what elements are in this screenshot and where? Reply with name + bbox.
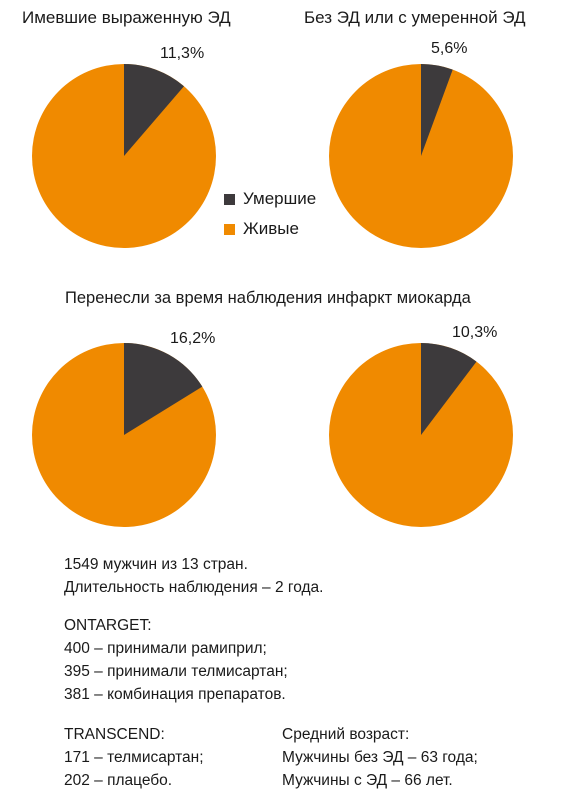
legend-label-alive: Живые	[243, 219, 299, 238]
pie-chart-4	[329, 343, 513, 527]
study-summary: 1549 мужчин из 13 стран. Длительность на…	[64, 553, 323, 599]
pie-svg-1	[32, 64, 216, 248]
summary-line-duration: Длительность наблюдения – 2 года.	[64, 579, 324, 596]
summary-line-participants: 1549 мужчин из 13 стран.	[64, 556, 248, 573]
pie-1-data-label: 11,3%	[160, 45, 205, 62]
pie-svg-2	[329, 64, 513, 248]
legend-item-alive: Живые	[224, 214, 316, 244]
legend-item-dead: Умершие	[224, 184, 316, 214]
ontarget-line-2: 395 – принимали телмисартан;	[64, 663, 288, 680]
pie-chart-2	[329, 64, 513, 248]
pie-2-data-label: 5,6%	[431, 40, 468, 57]
ontarget-line-3: 381 – комбинация препаратов.	[64, 686, 286, 703]
pie-svg-4	[329, 343, 513, 527]
ontarget-line-1: 400 – принимали рамиприл;	[64, 640, 267, 657]
ontarget-title: ONTARGET:	[64, 617, 152, 634]
age-title: Средний возраст:	[282, 726, 410, 743]
legend: Умершие Живые	[224, 184, 316, 244]
right-column-title: Без ЭД или с умеренной ЭД	[304, 8, 526, 27]
pie-4-data-label: 10,3%	[452, 324, 498, 341]
pie-chart-1	[32, 64, 216, 248]
pie-3-slice-dead	[124, 343, 203, 435]
pie-svg-3	[32, 343, 216, 527]
legend-swatch-dead	[224, 193, 235, 205]
transcend-block: TRANSCEND: 171 – телмисартан; 202 – плац…	[64, 723, 204, 792]
left-column-title: Имевшие выраженную ЭД	[22, 8, 231, 27]
pie-4-slice-dead	[421, 343, 477, 435]
age-line-1: Мужчины без ЭД – 63 года;	[282, 749, 478, 766]
section-title: Перенесли за время наблюдения инфаркт ми…	[65, 289, 471, 307]
age-block: Средний возраст: Мужчины без ЭД – 63 год…	[282, 723, 478, 792]
pie-1-slice-dead	[124, 64, 184, 156]
transcend-line-1: 171 – телмисартан;	[64, 749, 204, 766]
pie-2-slice-dead	[421, 64, 453, 156]
ontarget-block: ONTARGET: 400 – принимали рамиприл; 395 …	[64, 614, 288, 706]
transcend-title: TRANSCEND:	[64, 726, 165, 743]
legend-swatch-alive	[224, 223, 235, 235]
transcend-line-2: 202 – плацебо.	[64, 772, 173, 789]
pie-chart-3	[32, 343, 216, 527]
legend-label-dead: Умершие	[243, 189, 317, 208]
age-line-2: Мужчины с ЭД – 66 лет.	[282, 772, 453, 789]
pie-3-data-label: 16,2%	[170, 330, 216, 347]
